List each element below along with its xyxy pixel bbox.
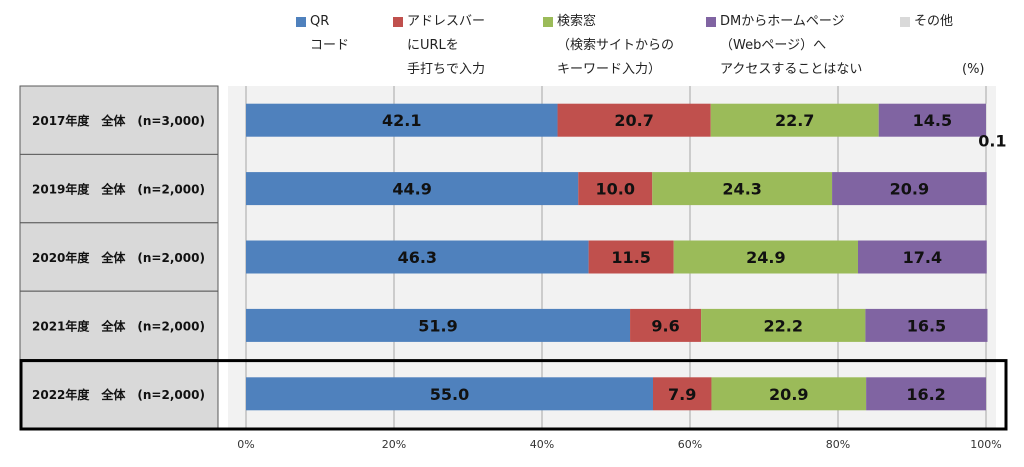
bar-segment xyxy=(652,172,833,206)
data-label: 11.5 xyxy=(611,248,650,267)
legend-label: （Webページ）へ xyxy=(720,38,827,53)
legend-swatch xyxy=(393,17,403,27)
category-label: 2020年度 全体 (n=2,000) xyxy=(32,250,205,265)
legend-label: にURLを xyxy=(407,38,459,53)
bar-segment xyxy=(246,308,631,342)
category-label: 2017年度 全体 (n=3,000) xyxy=(32,113,205,128)
legend-label: DMからホームページ xyxy=(720,14,845,29)
legend-label: キーワード入力） xyxy=(557,62,662,77)
x-tick-label: 60% xyxy=(678,438,702,451)
legend-label: アドレスバー xyxy=(407,14,486,29)
bar-segment xyxy=(653,377,712,411)
data-label: 0.1 xyxy=(978,132,1006,151)
x-tick-label: 0% xyxy=(237,438,254,451)
category-label: 2021年度 全体 (n=2,000) xyxy=(32,318,205,333)
bar-segment xyxy=(557,103,711,137)
bar-segment xyxy=(630,308,702,342)
category-box xyxy=(19,153,219,224)
legend-item: 検索窓 （検索サイトからの キーワード入力） xyxy=(543,10,674,82)
legend-swatch xyxy=(296,17,306,27)
data-label: 7.9 xyxy=(668,385,696,404)
legend-label: その他 xyxy=(914,14,954,29)
bar-segment xyxy=(865,308,988,342)
data-label: 10.0 xyxy=(596,180,635,199)
category-label: 2022年度 全体 (n=2,000) xyxy=(32,387,205,402)
data-label: 9.6 xyxy=(651,316,679,335)
bar-segment xyxy=(588,240,674,274)
bar-segment xyxy=(832,172,987,206)
data-label: 24.3 xyxy=(722,180,761,199)
legend-swatch xyxy=(900,17,910,27)
bar-segment xyxy=(578,172,653,206)
bar-segment xyxy=(986,103,987,137)
data-label: 16.2 xyxy=(906,385,945,404)
x-tick-label: 20% xyxy=(382,438,406,451)
legend-label: QR xyxy=(310,14,330,29)
unit-label: (%) xyxy=(962,62,985,77)
x-tick-label: 80% xyxy=(826,438,850,451)
data-label: 20.9 xyxy=(769,385,808,404)
bar-segment xyxy=(246,172,579,206)
legend-label: （検索サイトからの xyxy=(557,38,675,53)
bar-segment xyxy=(246,103,558,137)
data-label: 14.5 xyxy=(913,111,952,130)
data-label: 42.1 xyxy=(382,111,421,130)
bar-segment xyxy=(878,103,986,137)
data-label: 20.7 xyxy=(614,111,653,130)
bar-segment xyxy=(673,240,858,274)
legend-label: 手打ちで入力 xyxy=(407,62,486,77)
data-label: 16.5 xyxy=(907,316,946,335)
legend-item: QR コード xyxy=(296,10,349,58)
data-label: 46.3 xyxy=(398,248,437,267)
category-box xyxy=(19,222,219,292)
category-box xyxy=(19,359,219,429)
data-label: 44.9 xyxy=(392,180,431,199)
category-box xyxy=(19,290,219,361)
legend-label: 検索窓 xyxy=(557,14,597,29)
data-label: 22.2 xyxy=(763,316,802,335)
legend-item: アドレスバー にURLを手打ちで入力 xyxy=(393,10,485,82)
x-tick-label: 40% xyxy=(530,438,554,451)
legend-item: その他 xyxy=(900,10,953,34)
bar-segment xyxy=(701,308,866,342)
bar-segment xyxy=(866,377,986,411)
data-label: 22.7 xyxy=(775,111,814,130)
bar-segment xyxy=(246,240,589,274)
legend-label: アクセスすることはない xyxy=(720,62,863,77)
data-label: 55.0 xyxy=(430,385,469,404)
bar-segment xyxy=(857,240,987,274)
bar-segment xyxy=(246,377,653,411)
data-label: 17.4 xyxy=(903,248,942,267)
legend-swatch xyxy=(706,17,716,27)
x-tick-label: 100% xyxy=(970,438,1001,451)
category-label: 2019年度 全体 (n=2,000) xyxy=(32,182,205,197)
legend-item: DMからホームページ （Webページ）へアクセスすることはない xyxy=(706,10,862,82)
bar-segment xyxy=(710,103,879,137)
data-label: 51.9 xyxy=(418,316,457,335)
bar-segment xyxy=(711,377,867,411)
legend-swatch xyxy=(543,17,553,27)
data-label: 24.9 xyxy=(746,248,785,267)
data-label: 20.9 xyxy=(890,180,929,199)
highlight-frame xyxy=(19,359,1008,431)
legend-label: コード xyxy=(310,38,350,53)
